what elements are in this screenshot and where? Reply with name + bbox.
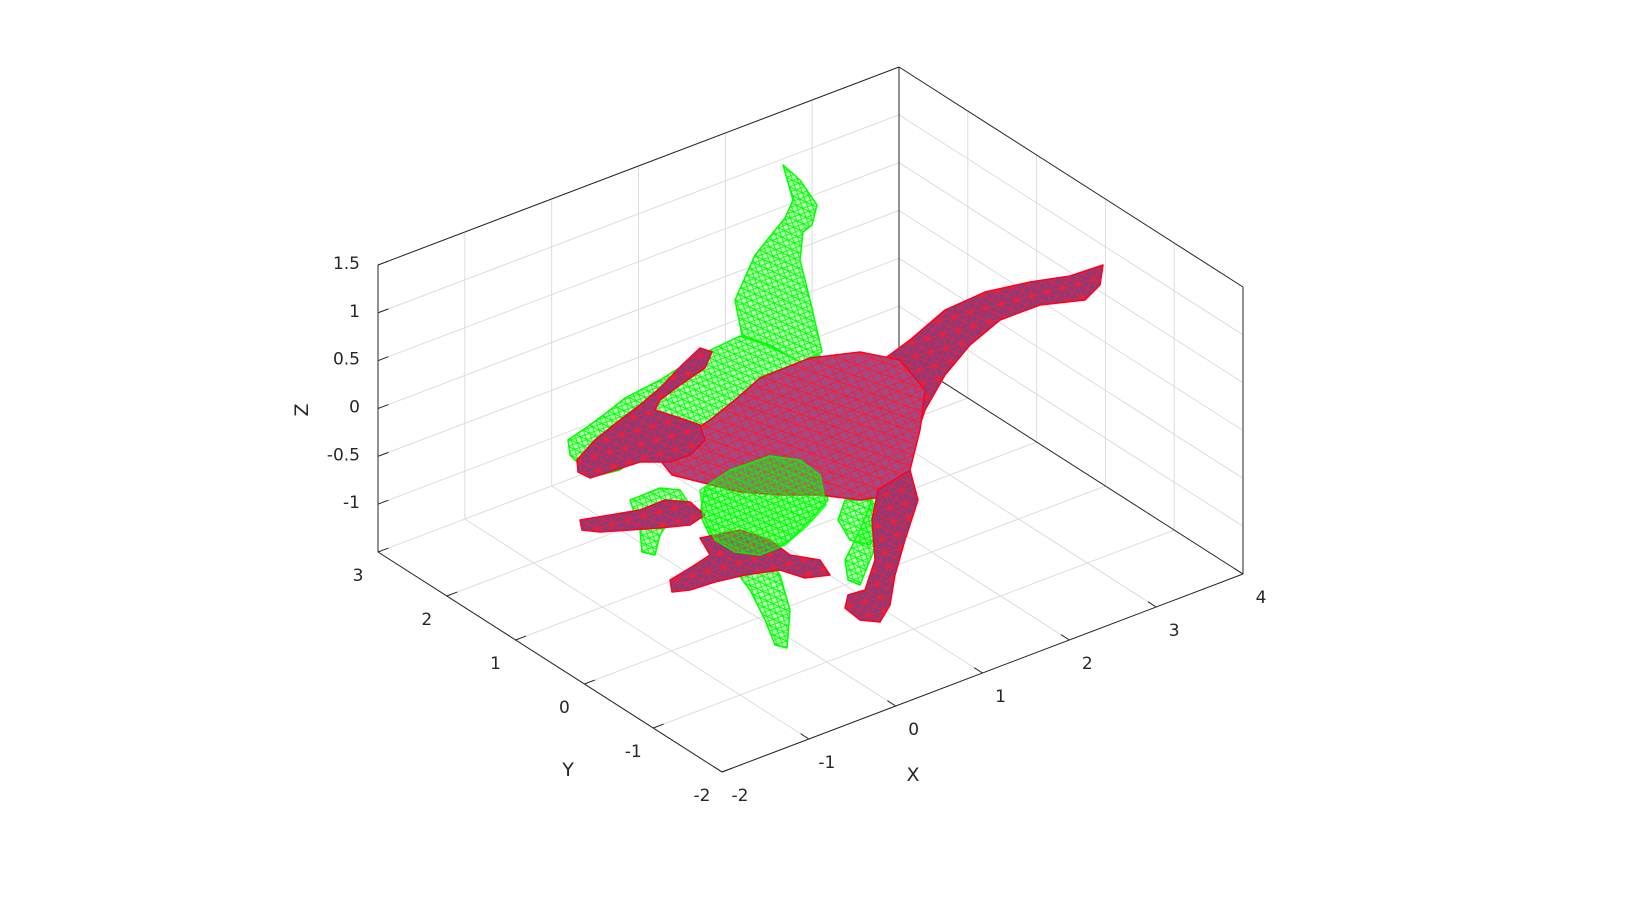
x-tick-label: 4 (1256, 588, 1267, 608)
grid-line-floor-x (464, 518, 810, 740)
red-mesh-head (576, 347, 713, 479)
x-tick-mark (800, 733, 810, 740)
grid-line-backwall-z (377, 162, 900, 362)
y-tick-label: -2 (694, 786, 711, 806)
grid-line-backwall-z (377, 210, 900, 409)
box-edge (898, 66, 1244, 288)
x-tick-label: 0 (908, 720, 919, 740)
tick-labels: -2 -1 0 1 2 3 4 -2 -1 0 1 2 3 -1 -0.5 0 0.5 1 1.5 (327, 254, 1267, 806)
grid-line-floor-y (653, 529, 1175, 729)
tick-marks (377, 260, 1244, 773)
red-mesh-front-arm (579, 499, 706, 533)
y-tick-label: 3 (353, 566, 364, 586)
x-tick-mark (887, 700, 896, 707)
y-tick-mark (515, 635, 527, 641)
y-tick-mark (653, 723, 664, 729)
y-tick-mark (446, 591, 458, 597)
grid-line-sidewall-z (898, 162, 1244, 384)
grid-line-floor-y (584, 485, 1106, 685)
y-tick-label: 1 (490, 654, 501, 674)
y-tick-mark (721, 767, 733, 773)
box-edge (898, 353, 1244, 575)
x-tick-label: 1 (995, 687, 1006, 707)
z-axis-label: Z (291, 403, 313, 416)
x-tick-mark (1147, 601, 1157, 608)
z-tick-mark (377, 499, 389, 505)
red-mesh-right-leg (844, 469, 919, 623)
z-tick-label: 0.5 (333, 350, 360, 370)
y-tick-mark (377, 547, 389, 553)
box-edge (377, 551, 723, 773)
green-mesh-front-hip (699, 455, 827, 556)
green-mesh-mid-leg (837, 499, 881, 546)
z-tick-label: -1 (343, 493, 360, 513)
y-axis-label: Y (561, 759, 574, 781)
z-tick-mark (377, 404, 389, 409)
grid-line-sidewall-z (898, 210, 1244, 431)
y-tick-label: 2 (421, 610, 432, 630)
grid-line-sidewall-z (898, 257, 1244, 479)
grid-line-backwall-z (377, 114, 900, 314)
x-tick-mark (1234, 568, 1244, 575)
x-tick-mark (1060, 634, 1070, 641)
axes-3d: -2 -1 0 1 2 3 4 -2 -1 0 1 2 3 -1 -0.5 0 0.5 1 1.5 X Y Z (291, 66, 1267, 806)
y-tick-label: 0 (559, 698, 570, 718)
grid-line-sidewall-z (898, 114, 1244, 336)
x-tick-label: 2 (1082, 654, 1093, 674)
green-mesh-tail (734, 164, 823, 363)
z-tick-label: 0 (349, 398, 360, 418)
z-tick-label: 1 (349, 302, 360, 322)
y-tick-label: -1 (625, 742, 642, 762)
x-tick-label: -1 (818, 753, 835, 773)
x-tick-mark (973, 667, 983, 674)
x-tick-mark (713, 766, 723, 773)
green-mesh-front (699, 455, 827, 556)
z-tick-label: -0.5 (327, 445, 360, 465)
box-edge (377, 66, 900, 266)
z-tick-mark (377, 308, 389, 314)
z-tick-mark (377, 356, 389, 362)
x-tick-label: 3 (1169, 621, 1180, 641)
red-mesh (576, 264, 1104, 623)
z-tick-mark (377, 451, 389, 457)
x-axis-label: X (906, 764, 919, 786)
z-tick-mark (377, 260, 389, 266)
grid-line-backwall-z (377, 257, 900, 457)
z-tick-label: 1.5 (333, 254, 360, 274)
mesh-layer (567, 164, 1104, 649)
x-tick-label: -2 (732, 786, 749, 806)
y-tick-mark (584, 679, 595, 685)
